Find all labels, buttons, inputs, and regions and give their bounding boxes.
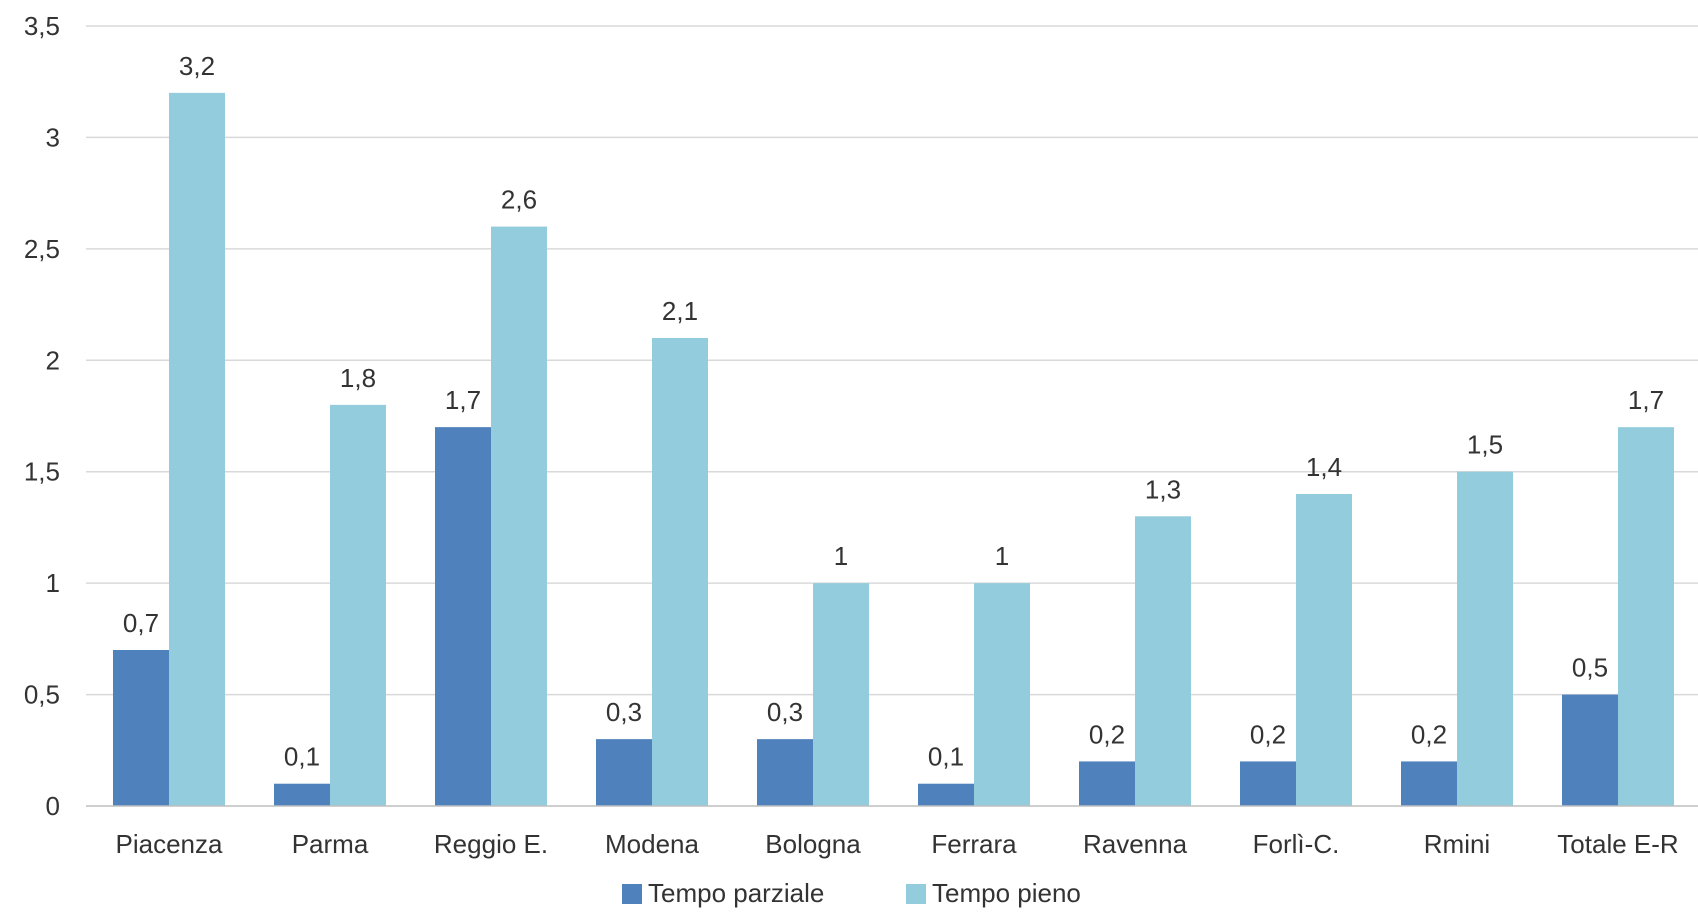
bar-tempo-pieno [652,338,708,806]
x-axis-category-labels: Piacenza Parma Reggio E. Modena Bologna Ferra… [116,829,1679,859]
data-label: 0,2 [1089,719,1125,749]
legend-swatch [906,884,926,904]
x-category-label: Parma [292,829,369,859]
x-category-label: Totale E-R [1557,829,1678,859]
data-label: 1,5 [1467,430,1503,460]
bar-tempo-parziale [274,783,330,806]
data-label: 2,1 [662,296,698,326]
legend-label: Tempo pieno [932,878,1081,908]
y-tick-label: 1 [46,568,60,598]
y-tick-label: 3,5 [24,11,60,41]
bar-tempo-pieno [813,583,869,806]
data-label: 1,7 [445,385,481,415]
legend: Tempo parziale Tempo pieno [622,878,1081,908]
x-category-label: Bologna [765,829,861,859]
data-label: 0,2 [1250,719,1286,749]
bar-tempo-pieno [1618,427,1674,806]
bar-tempo-pieno [1457,471,1513,806]
bar-tempo-parziale [757,739,813,806]
data-label: 1 [834,541,848,571]
bar-tempo-parziale [1079,761,1135,806]
data-label: 1,3 [1145,474,1181,504]
data-label: 1,4 [1306,452,1342,482]
bar-tempo-pieno [1296,494,1352,806]
data-label: 2,6 [501,185,537,215]
data-label: 0,2 [1411,719,1447,749]
legend-label: Tempo parziale [648,878,824,908]
data-label: 1,7 [1628,385,1664,415]
data-label: 0,1 [284,742,320,772]
x-category-label: Forlì-C. [1253,829,1340,859]
bar-tempo-pieno [1135,516,1191,806]
bar-tempo-parziale [596,739,652,806]
x-category-label: Rmini [1424,829,1490,859]
data-label: 1,8 [340,363,376,393]
legend-swatch [622,884,642,904]
x-category-label: Reggio E. [434,829,548,859]
data-labels: 0,7 3,2 0,1 1,8 1,7 2,6 0,3 2,1 0,3 1 0,1 1 0,2 1,3 0,… [123,51,1664,772]
bar-tempo-pieno [974,583,1030,806]
y-axis-tick-labels: 0 0,5 1 1,5 2 2,5 3 3,5 [24,11,60,821]
bar-tempo-pieno [491,226,547,807]
bar-tempo-parziale [1240,761,1296,806]
data-label: 3,2 [179,51,215,81]
y-tick-label: 1,5 [24,457,60,487]
data-label: 1 [995,541,1009,571]
data-label: 0,5 [1572,653,1608,683]
bar-tempo-pieno [169,92,225,807]
data-label: 0,7 [123,608,159,638]
data-label: 0,3 [606,697,642,727]
x-category-label: Piacenza [116,829,223,859]
data-label: 0,3 [767,697,803,727]
data-label: 0,1 [928,742,964,772]
x-category-label: Ravenna [1083,829,1188,859]
y-tick-label: 2,5 [24,234,60,264]
bar-tempo-parziale [113,650,169,806]
x-category-label: Modena [605,829,699,859]
y-tick-label: 3 [46,122,60,152]
y-tick-label: 0,5 [24,680,60,710]
x-category-label: Ferrara [931,829,1017,859]
y-tick-label: 2 [46,345,60,375]
gridlines [86,25,1698,696]
bar-tempo-parziale [1401,761,1457,806]
bar-tempo-pieno [330,404,386,806]
bar-tempo-parziale [435,427,491,806]
bars [113,92,1674,807]
bar-tempo-parziale [918,783,974,806]
y-tick-label: 0 [46,791,60,821]
bar-tempo-parziale [1562,694,1618,806]
